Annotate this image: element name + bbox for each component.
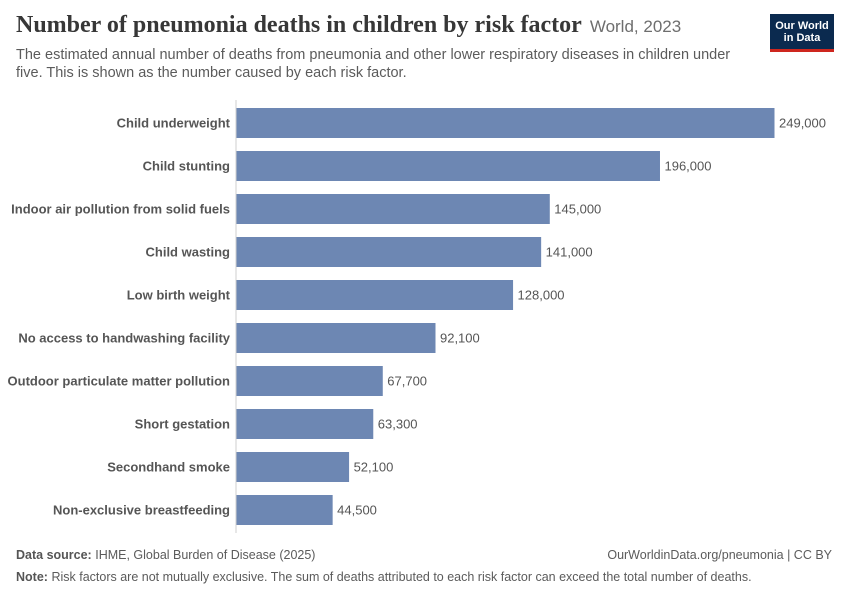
bar[interactable] [236,151,660,181]
bar[interactable] [236,495,333,525]
logo-line-1: Our World [775,19,829,32]
footer-source-row: Data source: IHME, Global Burden of Dise… [16,548,832,562]
title-line: Number of pneumonia deaths in children b… [16,12,756,39]
value-label: 196,000 [664,159,711,174]
bar[interactable] [236,280,514,310]
chart-subtitle: The estimated annual number of deaths fr… [16,47,731,81]
bar-chart: Child underweight 249,000 Child stunting 19… [8,100,826,533]
source-label: Data source: [16,548,92,562]
bars-group: Child underweight 249,000 Child stunting 19… [8,108,826,525]
bar[interactable] [236,323,436,353]
category-label: Short gestation [135,417,230,432]
note-label: Note: [16,570,48,584]
logo-line-2: in Data [783,31,821,44]
category-label: Outdoor particulate matter pollution [8,374,231,389]
value-label: 52,100 [354,460,394,475]
value-label: 63,300 [378,417,418,432]
value-label: 44,500 [337,503,377,518]
value-label: 92,100 [440,331,480,346]
source-text: IHME, Global Burden of Disease (2025) [95,548,316,562]
bar[interactable] [236,452,350,482]
bar[interactable] [236,237,542,267]
category-label: No access to handwashing facility [18,331,230,346]
value-label: 67,700 [387,374,427,389]
chart-header: Number of pneumonia deaths in children b… [16,12,756,82]
value-label: 128,000 [518,288,565,303]
note-text: Risk factors are not mutually exclusive.… [51,570,752,584]
chart-context: World, 2023 [589,17,682,36]
chart-title: Number of pneumonia deaths in children b… [16,12,582,38]
category-label: Indoor air pollution from solid fuels [11,202,230,217]
data-source: Data source: IHME, Global Burden of Dise… [16,548,315,562]
value-label: 145,000 [554,202,601,217]
value-label: 141,000 [546,245,593,260]
category-label: Child stunting [143,159,230,174]
category-label: Child underweight [117,116,231,131]
bar[interactable] [236,194,550,224]
bar[interactable] [236,366,383,396]
category-label: Low birth weight [127,288,231,303]
category-label: Secondhand smoke [107,460,230,475]
bar[interactable] [236,108,775,138]
owid-logo[interactable]: Our World in Data [770,14,834,52]
value-label: 249,000 [779,116,826,131]
bar[interactable] [236,409,374,439]
source-url-link[interactable]: OurWorldinData.org/pneumonia | CC BY [607,548,832,562]
category-label: Non-exclusive breastfeeding [53,503,230,518]
category-label: Child wasting [146,245,231,260]
footer-note: Note: Risk factors are not mutually excl… [16,570,832,584]
